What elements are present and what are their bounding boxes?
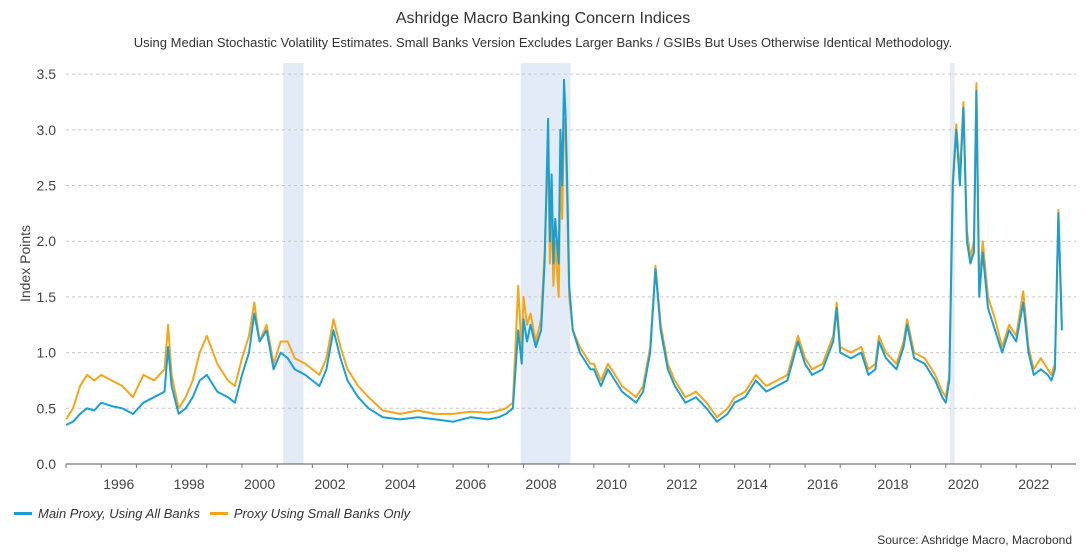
legend-swatch-small	[209, 512, 228, 515]
source-note: Source: Ashridge Macro, Macrobond	[877, 533, 1072, 547]
y-tick-label: 0.0	[37, 456, 57, 472]
x-tick-label: 2020	[948, 476, 979, 492]
y-tick-label: 3.0	[37, 122, 57, 138]
x-tick-label: 2008	[526, 476, 557, 492]
y-tick-label: 2.5	[37, 178, 57, 194]
recession-band-0	[283, 63, 304, 464]
legend-item-main: Main Proxy, Using All Banks	[14, 506, 200, 521]
x-tick-label: 2016	[807, 476, 838, 492]
x-tick-label: 1996	[103, 476, 134, 492]
y-axis-label: Index Points	[17, 225, 33, 302]
x-tick-label: 2014	[737, 476, 768, 492]
x-tick-label: 2006	[455, 476, 486, 492]
y-tick-label: 2.0	[37, 233, 57, 249]
legend-swatch-main	[14, 512, 32, 515]
chart-subtitle: Using Median Stochastic Volatility Estim…	[133, 35, 953, 50]
y-tick-label: 1.5	[37, 289, 57, 305]
x-tick-label: 2010	[596, 476, 627, 492]
legend-label-main: Main Proxy, Using All Banks	[38, 506, 200, 521]
x-tick-label: 2018	[877, 476, 908, 492]
legend-label-small: Proxy Using Small Banks Only	[233, 506, 411, 521]
x-tick-label: 2012	[666, 476, 697, 492]
y-tick-label: 1.0	[37, 345, 57, 361]
series-line-0	[65, 78, 1063, 426]
x-tick-label: 2000	[244, 476, 275, 492]
chart-title: Ashridge Macro Banking Concern Indices	[395, 10, 691, 27]
chart-legend: Main Proxy, Using All Banks Proxy Using …	[14, 506, 410, 521]
y-tick-label: 0.5	[37, 400, 57, 416]
x-tick-label: 1998	[174, 476, 205, 492]
x-tick-label: 2002	[314, 476, 345, 492]
y-tick-label: 3.5	[37, 66, 57, 82]
legend-item-small: Proxy Using Small Banks Only	[209, 506, 411, 521]
x-tick-label: 2004	[385, 476, 416, 492]
x-tick-label: 2022	[1018, 476, 1049, 492]
